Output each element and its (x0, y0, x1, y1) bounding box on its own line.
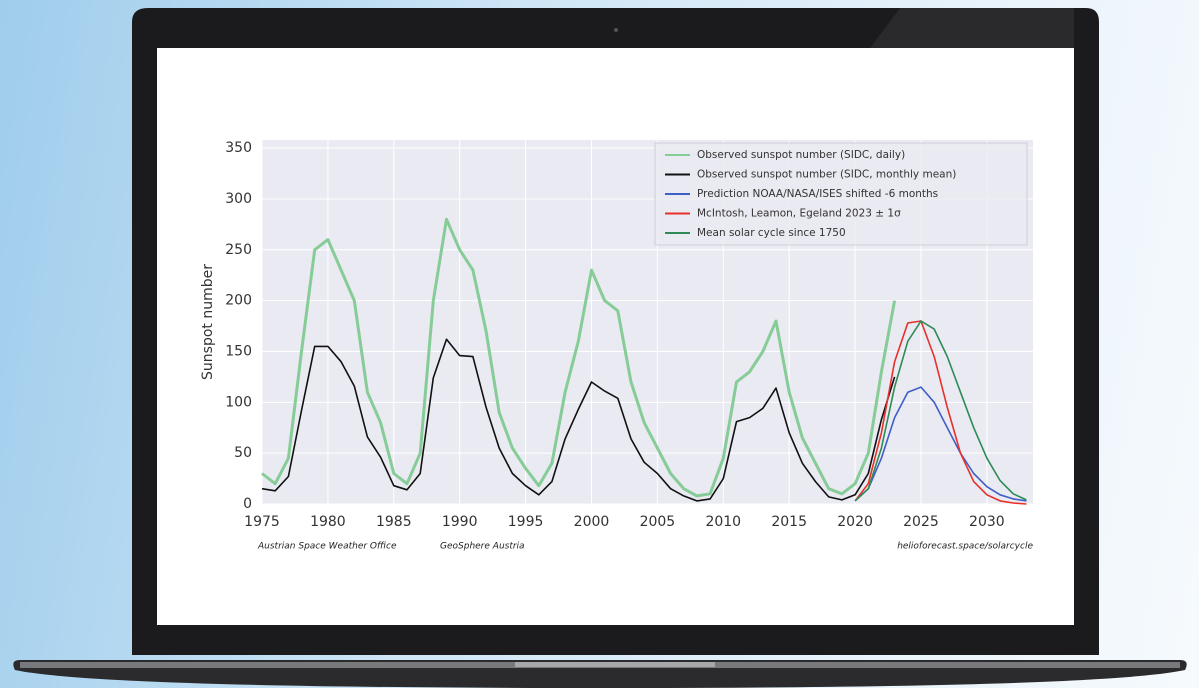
y-axis-label: Sunspot number (200, 264, 216, 380)
y-tick-label: 300 (225, 191, 252, 207)
series-line (854, 320, 1027, 505)
series-line (854, 320, 1027, 502)
x-tick-label: 1990 (442, 514, 478, 530)
y-tick-label: 350 (225, 140, 252, 156)
x-tick-label: 2015 (771, 514, 807, 530)
y-tick-label: 0 (243, 496, 252, 512)
annotation: helioforecast.space/solarcycle (897, 542, 1033, 552)
base-notch (515, 662, 715, 667)
series-line (261, 338, 896, 502)
annotation: GeoSphere Austria (440, 542, 525, 552)
series-line (261, 217, 897, 498)
camera (614, 28, 618, 32)
x-tick-label: 1985 (376, 514, 412, 530)
x-tick-label: 2005 (640, 514, 676, 530)
lines (261, 217, 1027, 505)
legend-label: Mean solar cycle since 1750 (697, 227, 846, 239)
legend-label: McIntosh, Leamon, Egeland 2023 ± 1σ (697, 208, 901, 220)
legend: Observed sunspot number (SIDC, daily) Obs… (665, 149, 956, 239)
x-tick-label: 2030 (969, 514, 1005, 530)
legend-box (654, 142, 1028, 246)
y-tick-label: 50 (234, 445, 252, 461)
x-tick-label: 2010 (705, 514, 741, 530)
x-tick-label: 2000 (574, 514, 610, 530)
legend-label: Prediction NOAA/NASA/ISES shifted -6 mon… (697, 188, 938, 200)
legend-label: Observed sunspot number (SIDC, daily) (697, 149, 905, 161)
y-tick-label: 150 (225, 343, 252, 359)
x-tick-label: 2025 (903, 514, 939, 530)
x-tick-label: 1975 (244, 514, 280, 530)
y-tick-label: 200 (225, 293, 252, 309)
legend-label: Observed sunspot number (SIDC, monthly m… (697, 169, 956, 181)
series-line (854, 386, 1027, 502)
x-tick-label: 1980 (310, 514, 346, 530)
annotation: Austrian Space Weather Office (257, 542, 397, 552)
bezel-reflection (870, 8, 1074, 48)
y-tick-label: 100 (225, 394, 252, 410)
y-tick-label: 250 (225, 242, 252, 258)
x-tick-label: 2020 (837, 514, 873, 530)
x-tick-label: 1995 (508, 514, 544, 530)
